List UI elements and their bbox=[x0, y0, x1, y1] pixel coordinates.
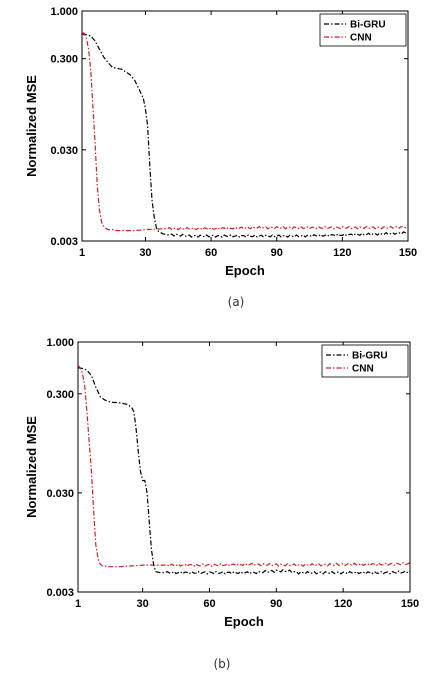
y-tick-label: 0.300 bbox=[50, 54, 78, 66]
x-tick-label: 60 bbox=[203, 598, 215, 610]
plot-frame bbox=[77, 341, 411, 593]
x-tick-label: 120 bbox=[333, 247, 351, 259]
y-tick-label: 0.300 bbox=[46, 389, 74, 401]
y-tick-label: 0.030 bbox=[46, 488, 74, 500]
chart-panel-a: 1 30 60 90 120 150 1.000 0.300 0.030 0.003 Epoch No… bbox=[24, 6, 417, 278]
x-tick-label: 1 bbox=[79, 247, 85, 259]
x-tick-label: 90 bbox=[270, 598, 282, 610]
x-axis-label: Epoch bbox=[224, 614, 264, 629]
x-tick-label: 60 bbox=[205, 247, 217, 259]
legend-label: Bi-GRU bbox=[352, 351, 388, 362]
x-tick-label: 120 bbox=[334, 598, 352, 610]
legend-label: Bi-GRU bbox=[350, 20, 386, 31]
x-axis-label: Epoch bbox=[225, 263, 265, 278]
chart-panel-b: 1 30 60 90 120 150 1.000 0.300 0.030 0.003 Epoch No… bbox=[24, 337, 419, 629]
x-tick-label: 1 bbox=[75, 598, 81, 610]
legend: Bi-GRU CNN bbox=[321, 344, 409, 378]
y-tick-label: 0.003 bbox=[50, 236, 78, 248]
legend-label: CNN bbox=[350, 33, 372, 44]
x-tick-labels: 1 30 60 90 120 150 bbox=[79, 247, 417, 259]
x-tick-label: 90 bbox=[271, 247, 283, 259]
legend-box bbox=[319, 13, 407, 47]
x-tick-label: 30 bbox=[139, 247, 151, 259]
plot-frame bbox=[81, 10, 409, 242]
panel-caption: (a) bbox=[228, 295, 245, 309]
y-tick-label: 1.000 bbox=[50, 6, 78, 18]
y-axis-label: Normalized MSE bbox=[24, 416, 39, 518]
y-tick-label: 0.030 bbox=[50, 145, 78, 157]
x-tick-label: 150 bbox=[401, 598, 419, 610]
series-line-bi-gru bbox=[78, 367, 410, 575]
legend-box bbox=[321, 344, 409, 378]
legend: Bi-GRU CNN bbox=[319, 13, 407, 47]
x-tick-label: 30 bbox=[136, 598, 148, 610]
y-tick-labels: 1.000 0.300 0.030 0.003 bbox=[50, 6, 78, 248]
y-tick-label: 0.003 bbox=[46, 587, 74, 599]
legend-label: CNN bbox=[352, 364, 374, 375]
series-line-cnn bbox=[78, 364, 410, 568]
y-tick-label: 1.000 bbox=[46, 337, 74, 349]
y-axis-label: Normalized MSE bbox=[24, 75, 39, 177]
series-line-bi-gru bbox=[82, 33, 408, 238]
x-tick-label: 150 bbox=[399, 247, 417, 259]
y-tick-labels: 1.000 0.300 0.030 0.003 bbox=[46, 337, 74, 599]
x-tick-labels: 1 30 60 90 120 150 bbox=[75, 598, 419, 610]
series-line-cnn bbox=[82, 32, 408, 232]
panel-caption: (b) bbox=[214, 657, 231, 671]
